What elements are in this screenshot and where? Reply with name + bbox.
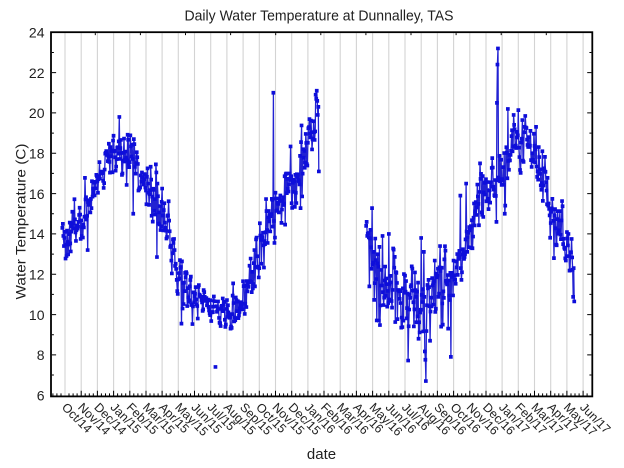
- svg-text:18: 18: [29, 146, 45, 162]
- svg-text:8: 8: [37, 347, 45, 363]
- svg-text:24: 24: [29, 25, 45, 41]
- svg-text:10: 10: [29, 307, 45, 323]
- svg-text:date: date: [307, 446, 336, 463]
- svg-text:20: 20: [29, 105, 45, 121]
- svg-text:6: 6: [37, 387, 45, 403]
- svg-text:22: 22: [29, 65, 45, 81]
- svg-text:Water Temperature (C): Water Temperature (C): [13, 144, 29, 300]
- svg-text:Daily Water Temperature at Dun: Daily Water Temperature at Dunnalley, TA…: [185, 8, 454, 25]
- svg-text:14: 14: [29, 226, 45, 242]
- svg-text:16: 16: [29, 186, 45, 202]
- svg-text:12: 12: [29, 266, 45, 282]
